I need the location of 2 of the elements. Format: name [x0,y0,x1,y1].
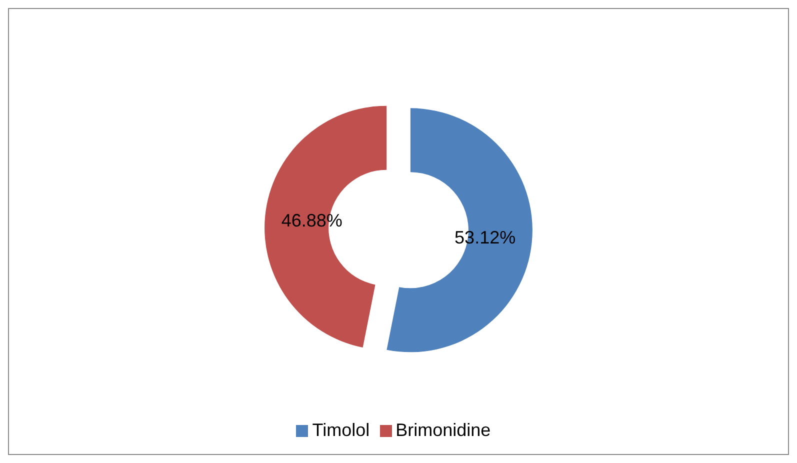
legend-label: Brimonidine [396,420,491,440]
legend-label: Timolol [312,420,370,440]
